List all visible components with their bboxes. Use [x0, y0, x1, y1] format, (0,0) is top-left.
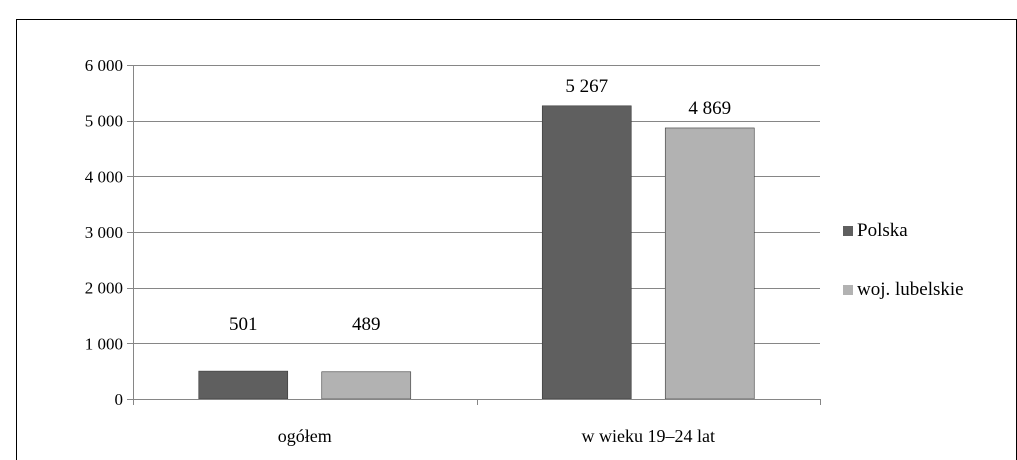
data-label: 489 — [352, 314, 381, 335]
bar — [198, 370, 289, 400]
bar — [664, 127, 755, 400]
bar — [321, 371, 412, 400]
labels: 0 1 000 2 000 3 000 4 000 5 000 6 000 501 489 ogó… — [85, 56, 731, 446]
y-tick-label: 5 000 — [85, 112, 123, 131]
legend-label-woj-lubelskie: woj. lubelskie — [857, 279, 964, 300]
y-tick-label: 0 — [115, 390, 124, 409]
legend: Polska woj. lubelskie — [843, 220, 1017, 338]
axes — [127, 65, 821, 405]
legend-swatch-woj-lubelskie — [843, 285, 853, 295]
data-label: 5 267 — [565, 76, 608, 97]
y-tick-label: 6 000 — [85, 56, 123, 75]
x-category-label: ogółem — [278, 426, 332, 446]
bar — [541, 105, 632, 400]
y-tick-label: 3 000 — [85, 223, 123, 242]
gridlines — [133, 65, 820, 344]
y-tick-label: 2 000 — [85, 279, 123, 298]
data-label: 4 869 — [688, 98, 731, 119]
y-tick-label: 4 000 — [85, 167, 123, 186]
legend-label-polska: Polska — [857, 220, 908, 241]
data-label: 501 — [229, 314, 258, 335]
legend-item-woj-lubelskie: woj. lubelskie — [843, 279, 1017, 301]
y-tick-label: 1 000 — [85, 334, 123, 353]
legend-swatch-polska — [843, 226, 853, 236]
x-category-label: w wieku 19–24 lat — [582, 426, 715, 446]
bars — [198, 105, 755, 400]
legend-item-polska: Polska — [843, 220, 1017, 242]
